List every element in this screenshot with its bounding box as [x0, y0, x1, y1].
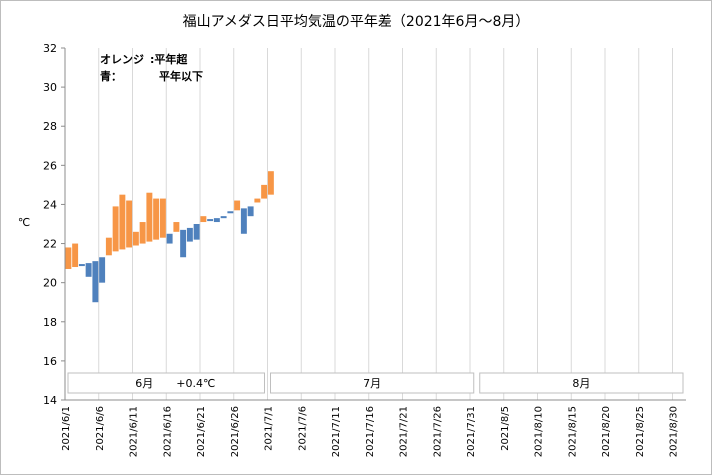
- x-tick-label: 2021/6/11: [129, 406, 140, 457]
- bar: [166, 233, 173, 244]
- bar: [193, 224, 200, 240]
- bar: [153, 198, 160, 240]
- bar: [254, 198, 261, 203]
- y-tick-label: 32: [43, 42, 57, 55]
- legend-text-below: 平年以下: [159, 69, 203, 83]
- x-tick-label: 2021/8/5: [500, 406, 511, 451]
- x-tick-label: 2021/8/10: [534, 406, 545, 457]
- bar: [207, 219, 214, 222]
- month-panel: [479, 372, 684, 394]
- legend-label-below: 青：: [100, 69, 122, 83]
- bar: [146, 192, 153, 242]
- y-tick-label: 30: [43, 81, 57, 94]
- legend-text-above: :平年超: [150, 52, 188, 66]
- x-tick-label: 2021/8/20: [601, 406, 612, 457]
- bar: [180, 229, 187, 258]
- x-tick-labels: 2021/6/1 2021/6/6 2021/6/11 2021/6/16 2021/6…: [61, 406, 680, 457]
- axes: [61, 47, 686, 401]
- bar: [92, 261, 99, 303]
- bar: [247, 206, 254, 217]
- x-tick-label: 2021/6/21: [196, 406, 207, 457]
- x-tick-label: 2021/8/25: [635, 406, 646, 457]
- month-label: 7月: [363, 377, 381, 390]
- x-tick-label: 2021/6/26: [230, 406, 241, 457]
- bar: [261, 184, 268, 199]
- x-tick-label: 2021/7/31: [466, 406, 477, 457]
- bar: [186, 227, 193, 242]
- y-tick-label: 16: [43, 355, 57, 368]
- bar: [112, 206, 119, 252]
- bar: [173, 222, 180, 232]
- month-panels: 6月 +0.4℃ 7月 8月: [67, 372, 684, 394]
- y-tick-label: 14: [43, 394, 57, 407]
- x-tick-label: 2021/6/6: [95, 406, 106, 451]
- bar: [220, 216, 227, 219]
- y-tick-label: 22: [43, 238, 57, 251]
- y-tick-labels: 14 16 18 20 22 24 26 28 30 32: [43, 42, 57, 407]
- x-tick-label: 2021/7/21: [399, 406, 410, 457]
- x-tick-label: 2021/7/26: [432, 406, 443, 457]
- bar: [132, 231, 139, 246]
- bar: [240, 208, 247, 234]
- x-tick-label: 2021/7/1: [264, 406, 275, 451]
- bar: [85, 263, 92, 277]
- x-tick-label: 2021/8/30: [669, 406, 680, 457]
- bar: [99, 257, 106, 283]
- bar: [234, 200, 241, 211]
- bar: [78, 264, 85, 267]
- bar: [267, 171, 274, 195]
- bars: [65, 171, 274, 303]
- y-tick-label: 28: [43, 120, 57, 133]
- bar: [200, 216, 207, 223]
- x-tick-label: 2021/7/16: [365, 406, 376, 457]
- bar: [139, 222, 146, 244]
- month-anomaly: +0.4℃: [176, 377, 215, 390]
- bar: [105, 237, 112, 256]
- y-tick-label: 20: [43, 277, 57, 290]
- x-tick-label: 2021/8/15: [567, 406, 578, 457]
- bar: [126, 200, 133, 248]
- x-tick-label: 2021/6/16: [162, 406, 173, 457]
- grid-lines: [64, 48, 673, 400]
- month-label: 8月: [572, 377, 590, 390]
- bar: [65, 247, 72, 269]
- x-tick-label: 2021/7/6: [297, 406, 308, 451]
- bar: [72, 243, 79, 268]
- x-tick-label: 2021/7/11: [331, 406, 342, 457]
- month-panel: [67, 372, 265, 394]
- bar: [227, 211, 234, 214]
- y-tick-label: 24: [43, 198, 57, 211]
- chart-title: 福山アメダス日平均気温の平年差（2021年6月～8月）: [182, 14, 530, 30]
- legend-label-above: オレンジ: [100, 53, 144, 66]
- bar: [119, 194, 126, 250]
- bar: [213, 218, 220, 223]
- x-tick-label: 2021/6/1: [61, 406, 72, 451]
- bar: [159, 198, 166, 238]
- month-panel: [270, 372, 475, 394]
- y-tick-label: 18: [43, 316, 57, 329]
- month-label: 6月: [135, 377, 153, 390]
- y-tick-label: 26: [43, 159, 57, 172]
- y-axis-label: ℃: [18, 216, 30, 229]
